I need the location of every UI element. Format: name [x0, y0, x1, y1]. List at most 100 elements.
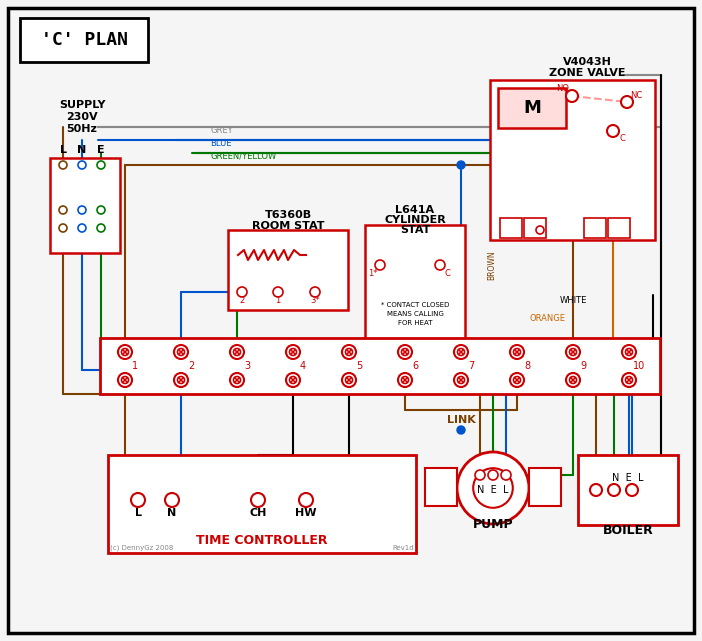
Circle shape: [488, 470, 498, 480]
Circle shape: [345, 349, 352, 356]
Text: 7: 7: [468, 361, 474, 371]
Text: 'C' PLAN: 'C' PLAN: [41, 31, 128, 49]
Circle shape: [237, 287, 247, 297]
Circle shape: [536, 226, 544, 234]
Circle shape: [625, 376, 633, 383]
Text: MEANS CALLING: MEANS CALLING: [387, 311, 444, 317]
Text: CYLINDER: CYLINDER: [384, 215, 446, 225]
Circle shape: [569, 376, 576, 383]
Text: 2: 2: [239, 296, 244, 304]
Text: N: N: [167, 508, 177, 518]
Bar: [490, 80, 655, 240]
Circle shape: [622, 373, 636, 387]
Text: E: E: [97, 145, 105, 155]
Circle shape: [174, 345, 188, 359]
Text: Rev1d: Rev1d: [392, 545, 414, 551]
Circle shape: [457, 426, 465, 434]
Circle shape: [97, 161, 105, 169]
Circle shape: [454, 373, 468, 387]
Circle shape: [458, 376, 465, 383]
Bar: [425, 468, 457, 506]
Circle shape: [97, 224, 105, 232]
Text: WHITE: WHITE: [560, 296, 588, 304]
Circle shape: [402, 349, 409, 356]
Circle shape: [230, 373, 244, 387]
Circle shape: [234, 376, 241, 383]
Text: GREEN/YELLOW: GREEN/YELLOW: [210, 151, 277, 160]
Bar: [524, 218, 546, 238]
Text: C: C: [619, 133, 625, 142]
Circle shape: [286, 373, 300, 387]
Circle shape: [454, 345, 468, 359]
Circle shape: [510, 373, 524, 387]
Text: GREY: GREY: [210, 126, 232, 135]
Text: M: M: [523, 99, 541, 117]
Text: CH: CH: [249, 508, 267, 518]
Bar: [100, 338, 660, 394]
Circle shape: [510, 345, 524, 359]
Circle shape: [473, 468, 512, 508]
Circle shape: [566, 373, 580, 387]
Circle shape: [513, 376, 520, 383]
Circle shape: [621, 96, 633, 108]
Circle shape: [299, 493, 313, 507]
Circle shape: [59, 206, 67, 214]
Text: 8: 8: [524, 361, 530, 371]
Circle shape: [375, 260, 385, 270]
Text: BLUE: BLUE: [210, 138, 232, 147]
Circle shape: [174, 373, 188, 387]
Circle shape: [289, 349, 296, 356]
Bar: [529, 468, 561, 506]
Circle shape: [398, 345, 412, 359]
Circle shape: [289, 376, 296, 383]
Circle shape: [251, 493, 265, 507]
Circle shape: [626, 484, 638, 496]
Circle shape: [625, 349, 633, 356]
Text: 230V: 230V: [66, 112, 98, 122]
Text: (c) DennyGz 2008: (c) DennyGz 2008: [110, 545, 173, 551]
Text: L641A: L641A: [395, 205, 435, 215]
Text: 1*: 1*: [369, 269, 378, 278]
Circle shape: [590, 484, 602, 496]
Circle shape: [345, 376, 352, 383]
Circle shape: [569, 349, 576, 356]
Bar: [20, 18, 148, 62]
Text: HW: HW: [296, 508, 317, 518]
Circle shape: [121, 349, 128, 356]
Text: 5: 5: [356, 361, 362, 371]
Text: 2: 2: [188, 361, 194, 371]
Text: 50Hz: 50Hz: [67, 124, 98, 134]
Circle shape: [131, 493, 145, 507]
Circle shape: [435, 260, 445, 270]
Circle shape: [398, 373, 412, 387]
Circle shape: [513, 349, 520, 356]
Circle shape: [457, 452, 529, 524]
Circle shape: [59, 161, 67, 169]
Text: T6360B: T6360B: [265, 210, 312, 220]
Text: BOILER: BOILER: [602, 524, 654, 537]
Circle shape: [608, 484, 620, 496]
Text: NC: NC: [630, 90, 642, 99]
Text: TIME CONTROLLER: TIME CONTROLLER: [197, 533, 328, 547]
Circle shape: [78, 161, 86, 169]
Circle shape: [121, 376, 128, 383]
Text: LINK: LINK: [446, 415, 475, 425]
Text: BROWN: BROWN: [487, 250, 496, 280]
Circle shape: [475, 470, 485, 480]
Bar: [50, 158, 120, 253]
Circle shape: [118, 345, 132, 359]
Text: PUMP: PUMP: [472, 519, 513, 531]
Circle shape: [234, 349, 241, 356]
Circle shape: [273, 287, 283, 297]
Circle shape: [78, 206, 86, 214]
Text: ROOM STAT: ROOM STAT: [252, 221, 324, 231]
Text: NO: NO: [557, 83, 569, 92]
Text: * CONTACT CLOSED: * CONTACT CLOSED: [380, 302, 449, 308]
Circle shape: [566, 345, 580, 359]
Circle shape: [310, 287, 320, 297]
Circle shape: [286, 345, 300, 359]
Text: ORANGE: ORANGE: [530, 313, 566, 322]
Text: L: L: [60, 145, 67, 155]
Circle shape: [78, 224, 86, 232]
Bar: [108, 455, 416, 553]
